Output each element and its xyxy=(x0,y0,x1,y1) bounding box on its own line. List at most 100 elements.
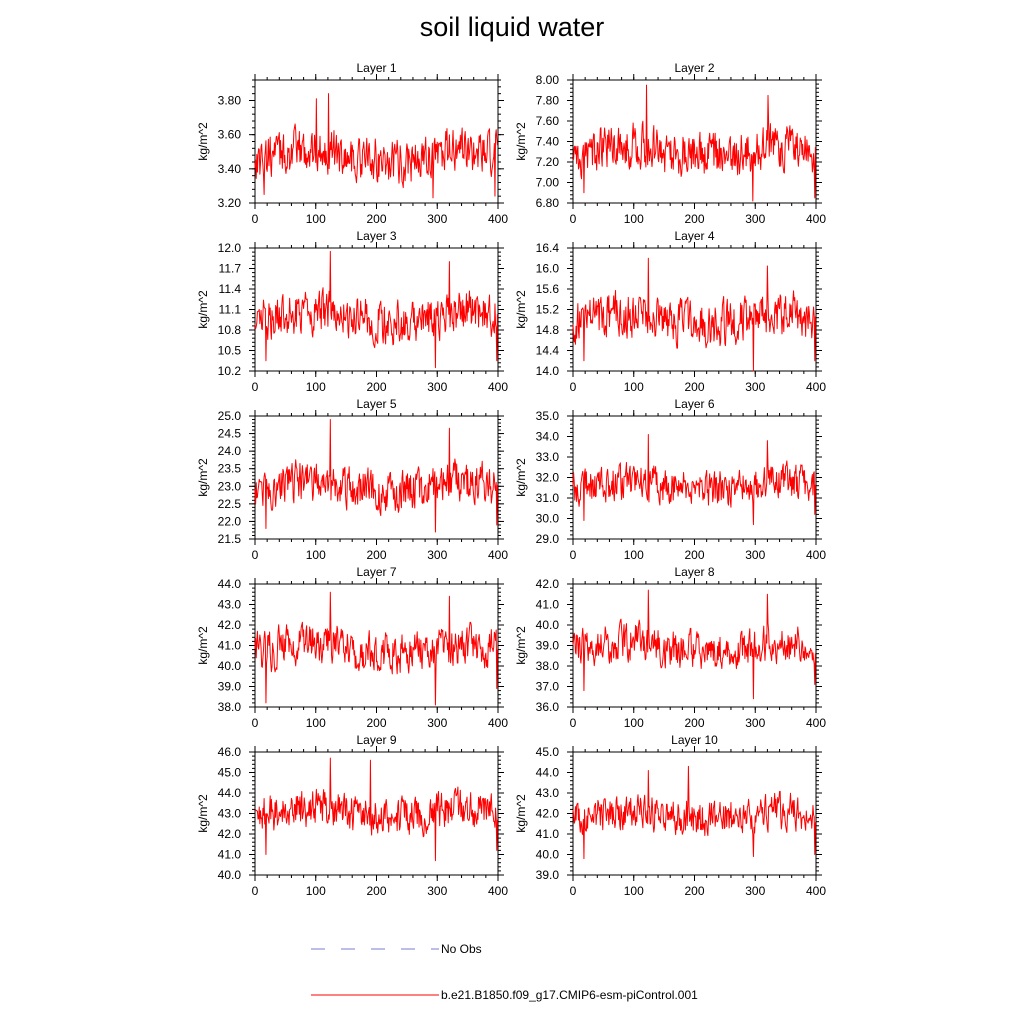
y-tick-label: 10.2 xyxy=(218,364,242,378)
x-tick-label: 200 xyxy=(684,884,704,898)
x-tick-label: 400 xyxy=(488,212,508,226)
y-tick-label: 41.0 xyxy=(536,827,560,841)
y-tick-label: 40.0 xyxy=(218,659,242,673)
y-tick-label: 37.0 xyxy=(536,680,560,694)
series-line-model xyxy=(254,250,498,369)
x-tick-label: 100 xyxy=(306,548,326,562)
y-tick-label: 44.0 xyxy=(218,786,242,800)
y-tick-label: 24.0 xyxy=(218,444,242,458)
y-tick-label: 43.0 xyxy=(218,598,242,612)
y-tick-label: 35.0 xyxy=(536,409,560,423)
y-tick-label: 10.8 xyxy=(218,323,242,337)
y-tick-label: 22.5 xyxy=(218,497,242,511)
y-tick-label: 11.1 xyxy=(219,303,242,317)
y-tick-label: 14.8 xyxy=(536,323,560,337)
y-tick-label: 7.40 xyxy=(536,135,560,149)
y-tick-label: 42.0 xyxy=(218,618,242,632)
panel-layer-9: Layer 9 kg/m^2 40.0 41.0 42.0 43.0 44.0 45.0 46.… xyxy=(196,733,508,898)
x-tick-label: 0 xyxy=(570,548,577,562)
y-tick-label: 23.0 xyxy=(218,479,242,493)
y-tick-label: 43.0 xyxy=(218,807,242,821)
x-tick-label: 100 xyxy=(624,884,644,898)
y-tick-label: 39.0 xyxy=(536,639,560,653)
y-tick-label: 23.5 xyxy=(218,462,242,476)
panel-layer-6: Layer 6 kg/m^2 29.0 30.0 31.0 32.0 33.0 34.0 35.… xyxy=(514,397,826,562)
panel-layer-5: Layer 5 kg/m^2 21.5 22.0 22.5 23.0 23.5 24.0 24.… xyxy=(196,397,508,562)
x-tick-label: 100 xyxy=(624,548,644,562)
x-tick-label: 300 xyxy=(745,884,765,898)
y-axis-label: kg/m^2 xyxy=(514,122,528,161)
x-tick-label: 400 xyxy=(488,716,508,730)
panel-layer-3: Layer 3 kg/m^2 10.2 10.5 10.8 11.1 11.4 11.7 12.… xyxy=(196,229,508,394)
y-tick-label: 11.7 xyxy=(219,262,242,276)
y-tick-label: 14.4 xyxy=(536,344,560,358)
y-tick-label: 29.0 xyxy=(536,532,560,546)
x-tick-label: 300 xyxy=(427,380,447,394)
x-tick-label: 100 xyxy=(306,212,326,226)
x-tick-label: 300 xyxy=(745,212,765,226)
x-tick-label: 200 xyxy=(684,716,704,730)
panel-title: Layer 1 xyxy=(356,61,396,75)
panel-layer-2: Layer 2 kg/m^2 6.80 7.00 7.20 7.40 7.60 7.80 8.0… xyxy=(514,61,826,226)
x-tick-label: 300 xyxy=(427,212,447,226)
y-tick-label: 16.0 xyxy=(536,262,560,276)
y-tick-label: 45.0 xyxy=(218,766,242,780)
y-tick-label: 39.0 xyxy=(536,868,560,882)
y-tick-label: 31.0 xyxy=(536,491,560,505)
x-tick-label: 0 xyxy=(252,548,259,562)
y-axis-label: kg/m^2 xyxy=(514,290,528,329)
panel-layer-4: Layer 4 kg/m^2 14.0 14.4 14.8 15.2 15.6 16.0 16.… xyxy=(514,229,826,394)
y-tick-label: 41.0 xyxy=(536,598,560,612)
panel-title: Layer 8 xyxy=(674,565,714,579)
y-tick-label: 7.60 xyxy=(536,114,560,128)
series-line-model xyxy=(572,589,816,700)
y-tick-label: 22.0 xyxy=(218,514,242,528)
x-tick-label: 400 xyxy=(806,884,826,898)
x-tick-label: 0 xyxy=(252,380,259,394)
x-tick-label: 200 xyxy=(366,884,386,898)
y-tick-label: 24.5 xyxy=(218,427,242,441)
x-tick-label: 300 xyxy=(427,884,447,898)
y-axis-label: kg/m^2 xyxy=(196,122,210,161)
x-tick-label: 400 xyxy=(488,380,508,394)
x-tick-label: 200 xyxy=(684,548,704,562)
legend-model-line xyxy=(311,994,439,996)
y-tick-label: 40.0 xyxy=(536,848,560,862)
y-tick-label: 3.20 xyxy=(218,196,242,210)
x-tick-label: 400 xyxy=(488,884,508,898)
x-tick-label: 0 xyxy=(570,884,577,898)
y-tick-label: 7.20 xyxy=(536,155,560,169)
panel-layer-8: Layer 8 kg/m^2 36.0 37.0 38.0 39.0 40.0 41.0 42.… xyxy=(514,565,826,730)
panel-title: Layer 9 xyxy=(356,733,396,747)
y-tick-label: 44.0 xyxy=(218,577,242,591)
y-tick-label: 43.0 xyxy=(536,786,560,800)
y-tick-label: 38.0 xyxy=(536,659,560,673)
y-tick-label: 39.0 xyxy=(218,680,242,694)
x-tick-label: 100 xyxy=(306,716,326,730)
legend-model-label: b.e21.B1850.f09_g17.CMIP6-esm-piControl.… xyxy=(441,988,698,1002)
figure-title: soil liquid water xyxy=(419,12,605,42)
panel-title: Layer 4 xyxy=(674,229,714,243)
y-tick-label: 45.0 xyxy=(536,745,560,759)
y-tick-label: 33.0 xyxy=(536,450,560,464)
series-line-model xyxy=(254,93,498,199)
x-tick-label: 300 xyxy=(745,548,765,562)
y-tick-label: 40.0 xyxy=(536,618,560,632)
x-tick-label: 200 xyxy=(366,380,386,394)
series-line-model xyxy=(254,757,498,862)
y-tick-label: 8.00 xyxy=(536,73,560,87)
y-tick-label: 34.0 xyxy=(536,430,560,444)
x-tick-label: 200 xyxy=(684,212,704,226)
panel-title: Layer 2 xyxy=(674,61,714,75)
panel-layer-1: Layer 1 kg/m^2 3.20 3.40 3.60 3.80 0 100 200 300 4… xyxy=(196,61,508,226)
y-tick-label: 15.6 xyxy=(536,282,560,296)
series-line-model xyxy=(572,765,816,860)
y-tick-label: 36.0 xyxy=(536,700,560,714)
y-tick-label: 42.0 xyxy=(536,577,560,591)
y-axis-label: kg/m^2 xyxy=(514,626,528,665)
y-tick-label: 25.0 xyxy=(218,409,242,423)
x-tick-label: 300 xyxy=(427,716,447,730)
x-tick-label: 0 xyxy=(570,716,577,730)
